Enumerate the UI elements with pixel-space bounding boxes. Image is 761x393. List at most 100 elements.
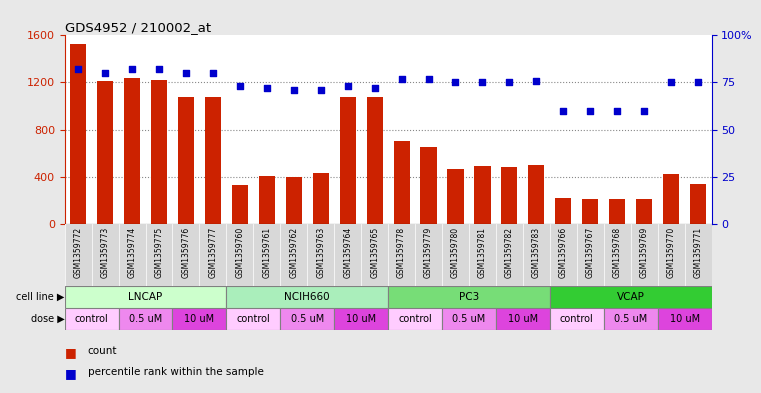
Bar <box>205 97 221 224</box>
Text: GSM1359778: GSM1359778 <box>397 227 406 278</box>
Bar <box>603 308 658 330</box>
Text: GSM1359773: GSM1359773 <box>100 227 110 278</box>
Text: cell line ▶: cell line ▶ <box>16 292 65 302</box>
Text: VCAP: VCAP <box>616 292 645 302</box>
Bar <box>501 167 517 224</box>
Text: 0.5 uM: 0.5 uM <box>614 314 648 324</box>
Text: control: control <box>398 314 432 324</box>
Text: GDS4952 / 210002_at: GDS4952 / 210002_at <box>65 21 211 34</box>
Bar <box>65 286 227 308</box>
Text: GSM1359763: GSM1359763 <box>317 227 325 278</box>
Text: LNCAP: LNCAP <box>129 292 163 302</box>
Point <box>234 83 246 90</box>
Point <box>207 70 219 76</box>
Bar <box>173 308 227 330</box>
Point <box>396 75 408 82</box>
Text: GSM1359782: GSM1359782 <box>505 227 514 278</box>
Point <box>692 79 704 86</box>
Text: GSM1359764: GSM1359764 <box>343 227 352 278</box>
Bar <box>119 308 173 330</box>
Point <box>665 79 677 86</box>
Bar <box>97 81 113 224</box>
Bar <box>388 286 550 308</box>
Point <box>99 70 111 76</box>
Point <box>422 75 435 82</box>
Point <box>530 77 543 84</box>
Text: GSM1359771: GSM1359771 <box>693 227 702 278</box>
Point <box>638 108 650 114</box>
Text: GSM1359780: GSM1359780 <box>451 227 460 278</box>
Point <box>503 79 515 86</box>
Point <box>72 66 84 72</box>
Text: GSM1359777: GSM1359777 <box>209 227 218 278</box>
Text: GSM1359781: GSM1359781 <box>478 227 487 278</box>
Bar <box>65 308 119 330</box>
Point <box>153 66 165 72</box>
Point <box>476 79 489 86</box>
Bar <box>285 177 302 224</box>
Bar <box>474 166 491 224</box>
Text: GSM1359760: GSM1359760 <box>235 227 244 278</box>
Point <box>557 108 569 114</box>
Text: GSM1359776: GSM1359776 <box>181 227 190 278</box>
Point <box>368 85 380 91</box>
Bar <box>421 147 437 224</box>
Point <box>126 66 139 72</box>
Bar <box>124 78 140 224</box>
Text: 0.5 uM: 0.5 uM <box>452 314 486 324</box>
Bar <box>636 198 652 224</box>
Text: GSM1359770: GSM1359770 <box>667 227 676 278</box>
Text: NCIH660: NCIH660 <box>285 292 330 302</box>
Text: GSM1359762: GSM1359762 <box>289 227 298 278</box>
Bar <box>556 198 572 224</box>
Point <box>288 87 300 93</box>
Text: 10 uM: 10 uM <box>346 314 376 324</box>
Bar <box>313 173 329 224</box>
Bar <box>663 174 679 224</box>
Bar <box>280 308 334 330</box>
Text: 10 uM: 10 uM <box>670 314 699 324</box>
Point <box>261 85 273 91</box>
Text: GSM1359766: GSM1359766 <box>559 227 568 278</box>
Text: GSM1359783: GSM1359783 <box>532 227 541 278</box>
Bar <box>496 308 550 330</box>
Bar <box>550 286 712 308</box>
Bar <box>550 308 603 330</box>
Point <box>342 83 354 90</box>
Text: ■: ■ <box>65 346 76 359</box>
Text: GSM1359768: GSM1359768 <box>613 227 622 278</box>
Bar <box>70 44 86 224</box>
Bar <box>178 97 194 224</box>
Text: GSM1359765: GSM1359765 <box>370 227 379 278</box>
Point <box>180 70 192 76</box>
Bar <box>334 308 388 330</box>
Bar <box>232 185 248 224</box>
Text: 10 uM: 10 uM <box>508 314 538 324</box>
Bar <box>367 97 383 224</box>
Point <box>584 108 597 114</box>
Bar <box>609 199 626 224</box>
Bar <box>447 169 463 224</box>
Text: GSM1359779: GSM1359779 <box>424 227 433 278</box>
Text: GSM1359769: GSM1359769 <box>640 227 648 278</box>
Text: GSM1359772: GSM1359772 <box>74 227 83 278</box>
Bar <box>388 308 442 330</box>
Text: 0.5 uM: 0.5 uM <box>129 314 162 324</box>
Bar <box>393 141 409 224</box>
Point <box>611 108 623 114</box>
Text: PC3: PC3 <box>459 292 479 302</box>
Bar <box>690 184 706 224</box>
Text: percentile rank within the sample: percentile rank within the sample <box>88 367 263 377</box>
Text: 0.5 uM: 0.5 uM <box>291 314 324 324</box>
Point <box>314 87 326 93</box>
Text: count: count <box>88 346 117 356</box>
Bar <box>151 80 167 224</box>
Bar <box>528 165 544 224</box>
Text: GSM1359774: GSM1359774 <box>128 227 136 278</box>
Bar <box>227 308 280 330</box>
Text: GSM1359761: GSM1359761 <box>263 227 272 278</box>
Text: control: control <box>75 314 109 324</box>
Text: control: control <box>560 314 594 324</box>
Bar <box>339 97 356 224</box>
Bar <box>442 308 496 330</box>
